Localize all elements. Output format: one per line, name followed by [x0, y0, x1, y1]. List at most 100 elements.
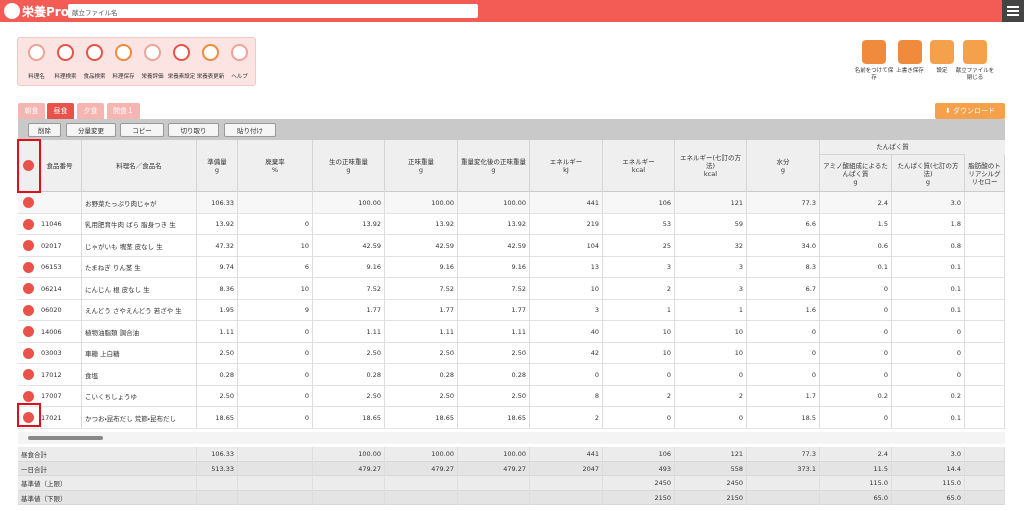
cell: 10	[603, 342, 675, 364]
tool-icon[interactable]	[202, 44, 219, 61]
tool-icon[interactable]	[28, 44, 45, 61]
cell: 40	[530, 321, 603, 343]
column-header: アミノ酸組成によるたんぱく質 g	[820, 155, 892, 192]
tool-label[interactable]: 料理保存	[112, 74, 135, 80]
tool-label[interactable]: 栄養評価	[141, 74, 164, 80]
column-label: 廃棄率	[265, 158, 285, 166]
total-cell: 100.00	[313, 447, 385, 462]
tool-icon[interactable]	[86, 44, 103, 61]
row-check[interactable]	[23, 347, 34, 359]
cell: 13	[530, 256, 603, 278]
cell	[965, 213, 1005, 235]
food-code: 11046	[38, 213, 82, 235]
total-cell	[238, 447, 313, 462]
row-check[interactable]	[23, 261, 34, 273]
tool-icon[interactable]	[115, 44, 132, 61]
total-cell	[313, 476, 385, 491]
toolbar-button[interactable]: 削除	[28, 123, 61, 137]
table-row	[18, 235, 1005, 257]
cell: 0	[238, 213, 313, 235]
action-label[interactable]: 設定	[936, 68, 948, 74]
table-row	[18, 321, 1005, 343]
menu-button[interactable]	[1002, 0, 1024, 22]
toolbar-button[interactable]: 切り取り	[168, 123, 219, 137]
cell: 0	[820, 321, 892, 343]
logo-icon	[4, 3, 20, 19]
row-check[interactable]	[23, 218, 34, 230]
cell: 1.95	[197, 299, 238, 321]
action-label[interactable]: 献立ファイルを閉じる	[955, 68, 995, 81]
food-code: 06214	[38, 278, 82, 300]
search-input[interactable]: 献立ファイル名	[68, 4, 478, 18]
column-label: 重量変化後の正味重量	[461, 158, 526, 166]
action-label[interactable]: 名前をつけて保存	[854, 68, 894, 81]
download-button[interactable]: ⬇ ダウンロード	[935, 103, 1005, 119]
table-row	[18, 364, 1005, 386]
food-code: 06153	[38, 256, 82, 278]
food-name: じゃがいも 塊茎 皮なし 生	[82, 235, 197, 257]
cell: 0	[820, 299, 892, 321]
cell: 0.28	[458, 364, 530, 386]
row-check[interactable]	[23, 326, 34, 337]
column-label: アミノ酸組成によるたんぱく質	[823, 161, 888, 178]
action-icon[interactable]	[930, 40, 954, 64]
cell: 3	[530, 299, 603, 321]
tab[interactable]: 夕食	[77, 103, 104, 119]
tool-icon[interactable]	[231, 44, 248, 61]
column-unit: g	[214, 166, 220, 174]
toolbar-button[interactable]: 貼り付け	[224, 123, 276, 137]
total-cell	[238, 476, 313, 491]
total-cell: 65.0	[892, 490, 965, 505]
cell: 1.7	[747, 385, 820, 407]
cell: 1.11	[197, 321, 238, 343]
action-icon[interactable]	[963, 40, 987, 64]
toolbar-button[interactable]: 分量変更	[66, 123, 116, 137]
cell: 6.7	[747, 278, 820, 300]
column-label: 準備量	[207, 158, 227, 166]
cell: 47.32	[197, 235, 238, 257]
tool-label[interactable]: 栄養表更新	[196, 74, 225, 80]
cell: 219	[530, 213, 603, 235]
table-row	[18, 342, 1005, 364]
scrollbar[interactable]	[18, 432, 1005, 444]
cell: 0.2	[892, 385, 965, 407]
tool-label[interactable]: 栄養素設定	[167, 74, 196, 80]
total-cell: 558	[675, 461, 747, 476]
row-check[interactable]	[23, 304, 34, 316]
tool-label[interactable]: 料理名	[28, 74, 45, 80]
cell	[965, 342, 1005, 364]
tab[interactable]: 間食１	[107, 103, 140, 119]
cell: 0	[238, 407, 313, 429]
cell: 0	[820, 278, 892, 300]
tool-icon[interactable]	[173, 44, 190, 61]
total-cell: 479.27	[385, 461, 458, 476]
tool-label[interactable]: 料理検索	[54, 74, 77, 80]
tab[interactable]: 昼食	[47, 103, 74, 119]
row-check[interactable]	[23, 412, 34, 423]
cell: 2.50	[458, 385, 530, 407]
tool-label[interactable]: 食品検索	[83, 74, 106, 80]
cell: 1.77	[385, 299, 458, 321]
row-check[interactable]	[23, 283, 34, 294]
cell: 0.1	[892, 299, 965, 321]
row-check[interactable]	[23, 197, 34, 208]
toolbar-button[interactable]: コピー	[120, 123, 164, 137]
total-label: 昼食合計	[18, 447, 197, 462]
cell: 441	[530, 192, 603, 214]
cell: 8.36	[197, 278, 238, 300]
cell	[965, 192, 1005, 214]
column-unit: g	[418, 166, 424, 174]
row-check[interactable]	[23, 240, 34, 251]
row-check[interactable]	[23, 369, 34, 380]
column-header: 生の正味重量 g	[313, 140, 385, 192]
row-check[interactable]	[23, 390, 34, 402]
action-label[interactable]: 上書き保存	[896, 68, 924, 74]
tool-label[interactable]: ヘルプ	[231, 74, 248, 80]
action-icon[interactable]	[898, 40, 922, 64]
tool-icon[interactable]	[57, 44, 74, 61]
total-cell	[965, 476, 1005, 491]
action-icon[interactable]	[862, 40, 886, 64]
tool-icon[interactable]	[144, 44, 161, 61]
column-label: 水分	[776, 158, 790, 166]
tab[interactable]: 朝食	[18, 103, 45, 119]
